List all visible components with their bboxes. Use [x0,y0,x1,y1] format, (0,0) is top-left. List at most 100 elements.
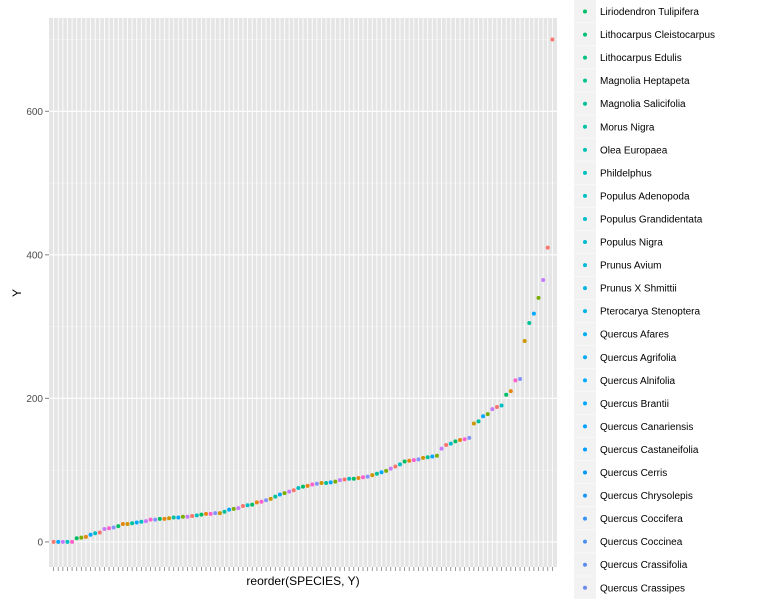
legend-entry: Quercus Chrysolepis [574,484,693,507]
data-point [240,504,245,508]
data-point [185,514,190,519]
legend-point [583,493,587,498]
data-point [291,488,296,493]
data-point [541,277,546,282]
data-point [453,439,458,444]
data-point [536,295,541,300]
legend-point [583,401,587,406]
legend-entry: Magnolia Salicifolia [574,92,686,115]
legend-point [583,585,587,590]
data-point [374,471,379,476]
data-point [310,482,315,487]
data-point [527,321,532,325]
data-point [324,481,329,486]
data-point [102,526,107,531]
data-point [287,489,292,494]
legend-point [583,55,587,60]
legend-label: Prunus Avium [600,261,662,272]
data-point [425,455,430,460]
data-point [430,454,435,459]
data-point [333,479,338,484]
legend-label: Prunus X Shmittii [600,284,677,295]
legend-entry: Quercus Castaneifolia [574,437,699,461]
data-point [397,462,402,467]
data-point [162,516,167,521]
legend-point [583,355,587,360]
legend-entry: Quercus Crassipes [574,576,685,599]
data-point [282,491,287,496]
data-point [407,458,412,463]
legend-label: Quercus Coccifera [600,514,683,525]
legend-point [583,170,587,175]
data-point [508,389,513,394]
data-point [190,514,195,519]
data-point [130,521,135,526]
legend-point [583,240,587,245]
legend-point [583,470,587,475]
legend-entry: Prunus Avium [574,253,662,277]
data-point [356,476,361,481]
data-point [467,435,472,440]
legend-point [583,516,587,521]
data-point [458,437,463,442]
legend-label: Magnolia Heptapeta [600,76,690,87]
legend-point [583,424,587,429]
data-point [499,403,504,408]
data-point [111,525,116,530]
data-point [51,539,56,544]
data-point [485,412,490,417]
legend-label: Magnolia Salicifolia [600,99,686,110]
data-point [481,414,486,419]
legend-point [583,32,587,37]
data-point [120,521,125,526]
data-point [143,519,148,524]
legend-point [583,286,587,291]
data-point [393,464,398,469]
legend-entry: Quercus Cerris [574,461,667,484]
data-point [93,531,98,536]
data-point [180,514,185,519]
data-point [411,458,416,463]
legend-label: Lithocarpus Edulis [600,53,682,64]
legend-point [583,263,587,268]
data-point [204,511,209,516]
legend-label: Olea Europaea [600,145,668,156]
data-point [504,392,509,397]
y-axis-title: Y [10,289,24,297]
y-tick-label: 400 [26,250,43,261]
data-point [139,519,144,524]
data-point [296,486,301,491]
data-point [337,478,342,483]
data-point [328,480,333,485]
legend-entry: Liriodendron Tulipifera [574,0,699,23]
data-point [194,513,199,518]
data-point [351,476,356,481]
data-point [471,421,476,426]
data-point [365,474,370,479]
x-axis-ticks [53,567,553,571]
data-point [83,534,88,539]
data-point [97,530,102,535]
data-point [125,521,130,526]
legend-point [583,309,587,314]
legend-label: Quercus Alnifolia [600,376,675,387]
legend: Liriodendron Tulipifera Lithocarpus Cleis… [574,0,715,599]
legend-entry: Lithocarpus Cleistocarpus [574,23,715,46]
legend-label: Quercus Agrifolia [600,353,677,364]
data-point [254,500,259,505]
legend-entry: Populus Adenopoda [574,184,690,207]
legend-entry: Populus Grandidentata [574,207,703,230]
data-point [134,520,139,525]
data-point [319,481,324,486]
data-point [513,378,518,383]
data-point [476,419,481,424]
legend-label: Quercus Afares [600,330,669,341]
data-point [88,532,93,537]
data-point [277,492,282,497]
legend-label: Quercus Castaneifolia [600,445,699,456]
data-point [388,466,393,471]
legend-point [583,124,587,129]
data-point [153,517,158,522]
legend-label: Morus Nigra [600,122,655,133]
